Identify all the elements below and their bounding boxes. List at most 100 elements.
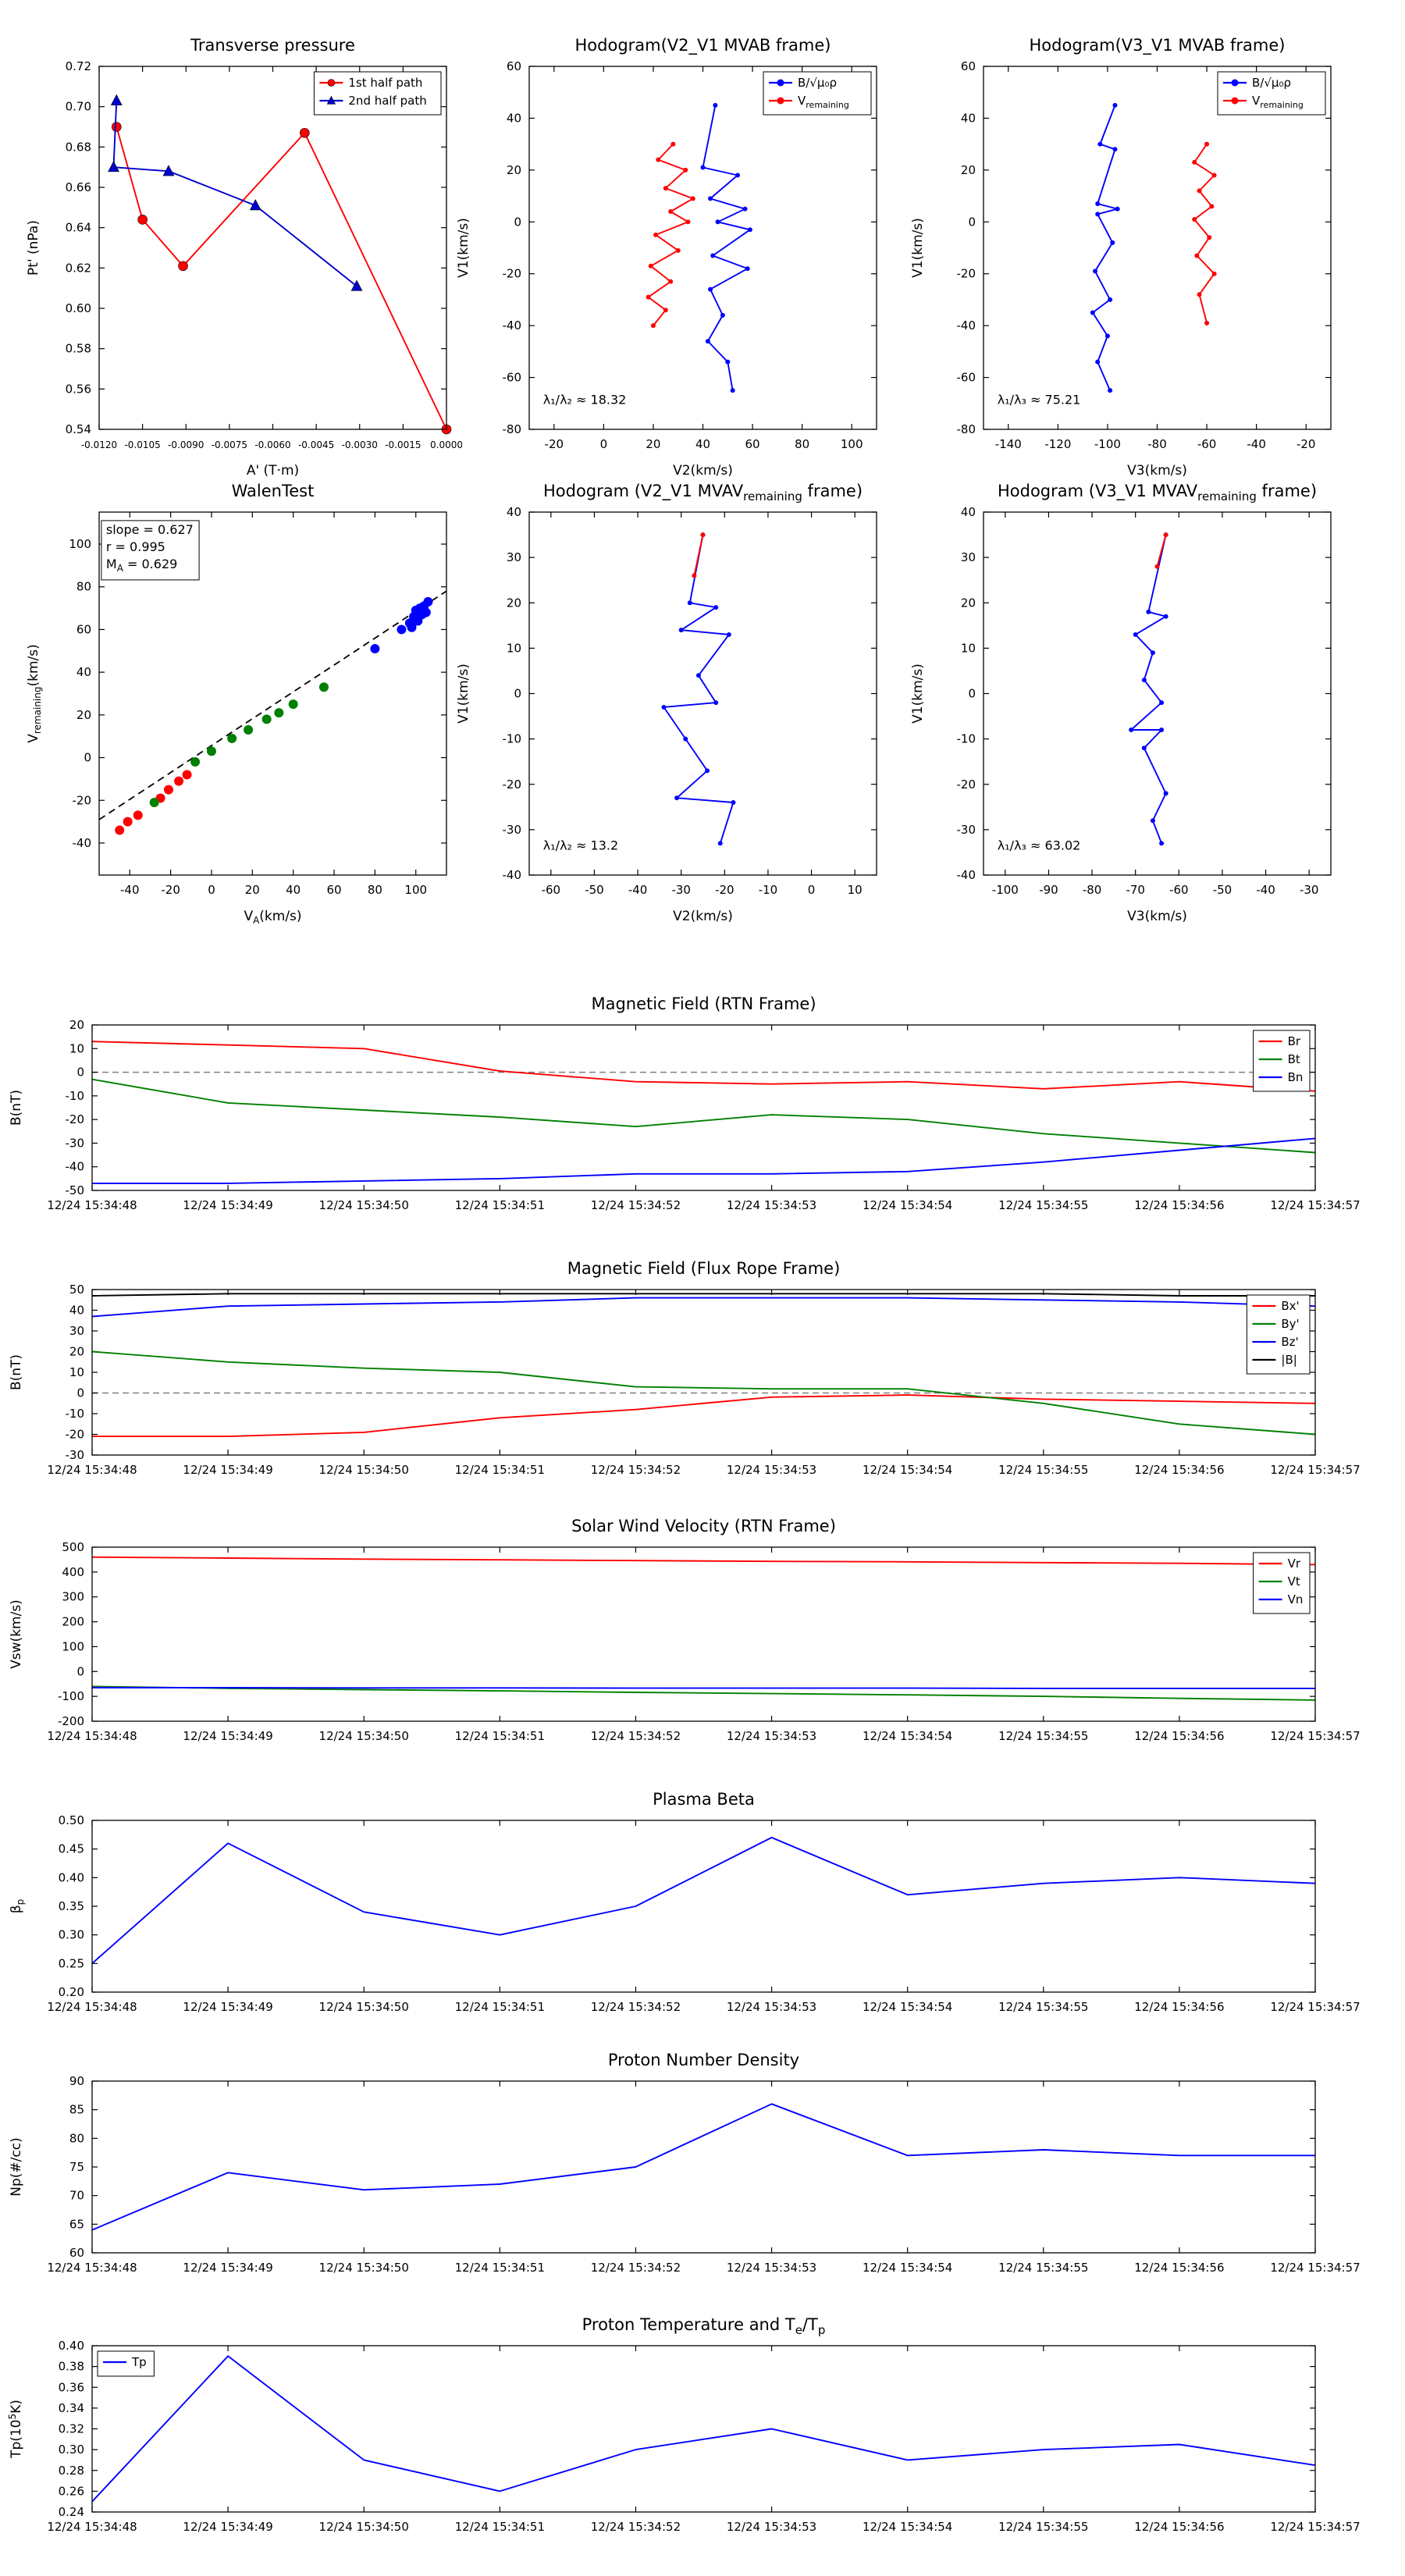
svg-text:-60: -60	[542, 883, 561, 897]
svg-text:-10: -10	[66, 1407, 85, 1421]
svg-text:100: 100	[69, 537, 91, 551]
svg-text:-0.0120: -0.0120	[81, 439, 117, 450]
svg-text:0.60: 0.60	[66, 301, 91, 315]
svg-text:0.68: 0.68	[66, 140, 91, 154]
svg-text:12/24 15:34:56: 12/24 15:34:56	[1134, 2000, 1224, 2014]
svg-text:12/24 15:34:54: 12/24 15:34:54	[863, 2261, 952, 2275]
svg-text:V2(km/s): V2(km/s)	[673, 909, 733, 924]
svg-text:2nd half path: 2nd half path	[348, 94, 426, 108]
svg-text:0.58: 0.58	[66, 342, 91, 356]
svg-text:80: 80	[69, 2131, 84, 2145]
svg-text:12/24 15:34:55: 12/24 15:34:55	[998, 2520, 1088, 2534]
svg-text:12/24 15:34:55: 12/24 15:34:55	[998, 1463, 1088, 1477]
svg-text:-100: -100	[992, 883, 1019, 897]
svg-text:-40: -40	[957, 318, 976, 333]
svg-text:12/24 15:34:55: 12/24 15:34:55	[998, 1729, 1088, 1743]
svg-text:Vremaining​(km/s): Vremaining​(km/s)	[26, 644, 43, 743]
svg-text:12/24 15:34:48: 12/24 15:34:48	[47, 2261, 137, 2275]
svg-text:100: 100	[841, 437, 863, 451]
svg-text:0.28: 0.28	[59, 2464, 84, 2478]
svg-text:85: 85	[69, 2103, 84, 2117]
svg-text:Vr: Vr	[1288, 1557, 1301, 1571]
svg-text:-10: -10	[503, 732, 522, 746]
svg-text:V1(km/s): V1(km/s)	[456, 218, 471, 278]
svg-text:0.50: 0.50	[59, 1813, 84, 1827]
svg-text:-20: -20	[957, 267, 976, 281]
svg-text:60: 60	[326, 883, 341, 897]
svg-text:-20: -20	[66, 1112, 85, 1126]
svg-text:0: 0	[208, 883, 215, 897]
svg-text:0.25: 0.25	[59, 1956, 84, 1970]
svg-text:-20: -20	[1297, 437, 1316, 451]
svg-text:0.70: 0.70	[66, 100, 91, 114]
panel-proton-temperature: Proton Temperature and Te​/Tp​ 12/24 15:3…	[0, 2297, 1405, 2555]
svg-text:12/24 15:34:56: 12/24 15:34:56	[1134, 2261, 1224, 2275]
svg-text:40: 40	[507, 111, 521, 125]
svg-text:-0.0015: -0.0015	[385, 439, 421, 450]
svg-text:-0.0045: -0.0045	[298, 439, 334, 450]
svg-text:0: 0	[76, 1664, 84, 1678]
svg-text:12/24 15:34:48: 12/24 15:34:48	[47, 1463, 137, 1477]
svg-text:Tp: Tp	[131, 2355, 147, 2369]
chart-svg: Magnetic Field (Flux Rope Frame) 12/24 15…	[9, 1259, 1361, 1477]
svg-text:0: 0	[84, 751, 91, 765]
svg-text:0.26: 0.26	[59, 2484, 84, 2498]
svg-text:0.40: 0.40	[59, 2339, 84, 2353]
svg-text:V1(km/s): V1(km/s)	[456, 664, 471, 724]
chart-svg: Solar Wind Velocity (RTN Frame) 12/24 15:…	[9, 1517, 1361, 1743]
svg-text:Pt' (nPa): Pt' (nPa)	[26, 220, 41, 276]
svg-text:20: 20	[961, 596, 976, 610]
panel-hodogram-v3v1-mvav: Hodogram (V3_V1 MVAVremaining​ frame) -10…	[902, 465, 1346, 937]
svg-text:λ₁/λ₃ ≈ 63.02: λ₁/λ₃ ≈ 63.02	[998, 838, 1081, 852]
svg-text:90: 90	[69, 2074, 84, 2088]
svg-text:-20: -20	[503, 777, 522, 792]
svg-text:Br: Br	[1288, 1034, 1301, 1048]
svg-text:12/24 15:34:49: 12/24 15:34:49	[183, 1198, 272, 1212]
svg-text:-0.0060: -0.0060	[254, 439, 290, 450]
svg-text:0: 0	[514, 215, 521, 229]
svg-text:60: 60	[961, 59, 976, 73]
svg-text:-20: -20	[66, 1428, 85, 1442]
svg-text:Hodogram (V2_V1 MVAVremaining​: Hodogram (V2_V1 MVAVremaining​ frame)	[543, 482, 863, 503]
svg-text:λ₁/λ₂ ≈ 13.2: λ₁/λ₂ ≈ 13.2	[543, 838, 618, 852]
svg-text:100: 100	[62, 1639, 84, 1653]
panel-proton-density: Proton Number Density 12/24 15:34:48 12/24…	[0, 2033, 1405, 2297]
svg-text:40: 40	[695, 437, 710, 451]
svg-text:-70: -70	[1126, 883, 1145, 897]
panel-walen-test: WalenTest -40 -20 0 20 40 60 80 100 -40 -20 0 20 40 60…	[17, 465, 462, 937]
svg-text:20: 20	[76, 708, 91, 722]
svg-text:-40: -40	[73, 836, 92, 850]
panel-hodogram-v3v1-mvab: Hodogram(V3_V1 MVAB frame) -140 -120 -100 -8…	[902, 20, 1346, 491]
svg-text:0: 0	[968, 687, 976, 701]
svg-text:0: 0	[600, 437, 608, 451]
svg-text:12/24 15:34:48: 12/24 15:34:48	[47, 2520, 137, 2534]
svg-text:-20: -20	[957, 777, 976, 792]
svg-text:300: 300	[62, 1590, 84, 1604]
svg-text:B(nT): B(nT)	[9, 1090, 24, 1126]
svg-text:-50: -50	[1213, 883, 1232, 897]
svg-text:-40: -40	[503, 868, 522, 882]
svg-text:-30: -30	[503, 823, 522, 837]
svg-text:-50: -50	[585, 883, 604, 897]
panel-solar-wind-velocity: Solar Wind Velocity (RTN Frame) 12/24 15:…	[0, 1499, 1405, 1768]
svg-text:0.30: 0.30	[59, 2443, 84, 2457]
svg-text:-60: -60	[503, 371, 522, 385]
svg-text:20: 20	[507, 596, 521, 610]
svg-text:12/24 15:34:49: 12/24 15:34:49	[183, 1463, 272, 1477]
svg-text:-10: -10	[759, 883, 778, 897]
chart-svg: Hodogram(V3_V1 MVAB frame) -140 -120 -100 -8…	[910, 36, 1332, 479]
svg-text:40: 40	[76, 665, 91, 679]
svg-text:-30: -30	[671, 883, 691, 897]
svg-text:0.40: 0.40	[59, 1870, 84, 1884]
svg-text:60: 60	[69, 2246, 84, 2260]
svg-text:500: 500	[62, 1540, 84, 1554]
svg-text:400: 400	[62, 1565, 84, 1579]
svg-text:12/24 15:34:55: 12/24 15:34:55	[998, 2000, 1088, 2014]
svg-text:WalenTest: WalenTest	[232, 482, 315, 500]
svg-text:-50: -50	[66, 1183, 85, 1197]
panel-magnetic-field-rtn: Magnetic Field (RTN Frame) 12/24 15:34:48…	[0, 978, 1405, 1236]
svg-text:-60: -60	[957, 371, 976, 385]
svg-text:-40: -40	[628, 883, 648, 897]
svg-text:60: 60	[745, 437, 760, 451]
svg-text:12/24 15:34:50: 12/24 15:34:50	[319, 2261, 409, 2275]
